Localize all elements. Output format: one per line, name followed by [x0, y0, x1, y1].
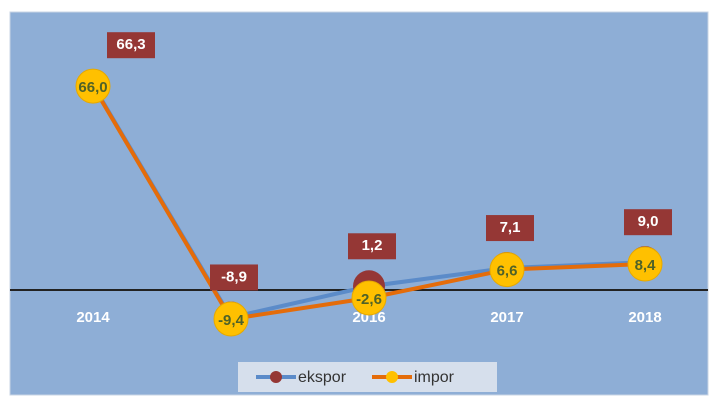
data-label: 66,0 [78, 79, 107, 96]
marker [489, 252, 525, 288]
data-label: -8,9 [221, 268, 247, 285]
x-tick-label: 2018 [628, 309, 661, 326]
legend: ekspor impor [238, 362, 497, 392]
marker [75, 68, 111, 104]
marker [627, 246, 663, 282]
data-label: 8,4 [635, 257, 657, 274]
data-label: -9,4 [218, 312, 245, 329]
plot-background [9, 11, 709, 396]
x-tick-label: 2014 [76, 309, 110, 326]
data-label-box [624, 209, 672, 236]
data-label: 66,3 [116, 36, 145, 53]
legend-marker [270, 371, 282, 383]
data-label: 7,1 [500, 219, 521, 236]
marker [213, 301, 249, 337]
data-label-box [348, 233, 396, 260]
data-label: 6,6 [497, 263, 518, 280]
legend-label: ekspor [298, 369, 347, 386]
x-tick-label: 2017 [490, 309, 523, 326]
legend-marker [386, 371, 398, 383]
data-label: 9,0 [638, 213, 659, 230]
data-label: 1,2 [362, 237, 383, 254]
legend-label: impor [414, 369, 455, 386]
data-label-box [486, 215, 534, 242]
data-label: -2,6 [356, 291, 382, 308]
data-label-box [210, 264, 258, 291]
marker [351, 280, 387, 316]
data-label-box [107, 32, 155, 59]
